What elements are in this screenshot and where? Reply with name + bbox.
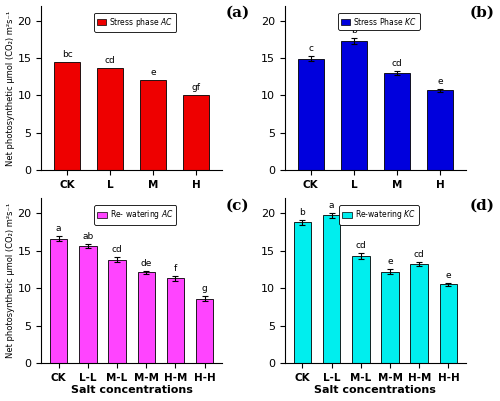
Text: cd: cd — [356, 241, 366, 250]
Text: (b): (b) — [470, 6, 494, 20]
Text: g: g — [202, 284, 207, 294]
Bar — [294, 222, 311, 363]
X-axis label: Salt concentrations: Salt concentrations — [70, 385, 192, 395]
Bar — [440, 284, 457, 363]
Bar — [54, 62, 80, 170]
Text: b: b — [300, 208, 306, 217]
Bar — [196, 299, 214, 363]
Bar — [138, 272, 155, 363]
Y-axis label: Net photosynthetic μmol (CO₂) m²s⁻¹: Net photosynthetic μmol (CO₂) m²s⁻¹ — [6, 10, 15, 166]
Legend: Re- watering $AC$: Re- watering $AC$ — [94, 205, 176, 225]
Text: cd: cd — [414, 250, 424, 259]
Text: (d): (d) — [470, 198, 494, 212]
Text: (c): (c) — [226, 198, 250, 212]
Bar — [97, 68, 123, 170]
Text: gf: gf — [192, 83, 201, 92]
Bar — [184, 95, 210, 170]
Bar — [140, 81, 166, 170]
Bar — [352, 256, 370, 363]
Legend: Re-watering $KC$: Re-watering $KC$ — [340, 205, 418, 225]
Bar — [382, 271, 399, 363]
Text: e: e — [446, 271, 451, 280]
Text: a: a — [329, 201, 334, 210]
Bar — [341, 41, 367, 170]
Text: cd: cd — [392, 59, 402, 68]
Legend: Stress Phase $KC$: Stress Phase $KC$ — [338, 13, 420, 30]
Text: a: a — [56, 225, 62, 233]
Bar — [427, 90, 453, 170]
Text: c: c — [308, 45, 314, 53]
Text: f: f — [174, 264, 177, 273]
Bar — [323, 215, 340, 363]
Text: e: e — [150, 69, 156, 77]
Text: cd: cd — [105, 56, 116, 65]
Bar — [384, 73, 410, 170]
Text: (a): (a) — [226, 6, 250, 20]
Text: b: b — [351, 26, 356, 36]
Text: ab: ab — [82, 232, 94, 241]
Bar — [50, 239, 68, 363]
Bar — [410, 264, 428, 363]
Bar — [298, 59, 324, 170]
Text: cd: cd — [112, 245, 122, 254]
X-axis label: Salt concentrations: Salt concentrations — [314, 385, 436, 395]
Legend: Stress phase $AC$: Stress phase $AC$ — [94, 13, 176, 32]
Text: de: de — [140, 259, 152, 268]
Text: e: e — [387, 257, 393, 266]
Text: e: e — [438, 77, 443, 86]
Text: bc: bc — [62, 50, 72, 59]
Bar — [166, 278, 184, 363]
Bar — [79, 246, 96, 363]
Bar — [108, 260, 126, 363]
Y-axis label: Net photosynthetic μmol (CO₂) m²s⁻¹: Net photosynthetic μmol (CO₂) m²s⁻¹ — [6, 203, 15, 358]
